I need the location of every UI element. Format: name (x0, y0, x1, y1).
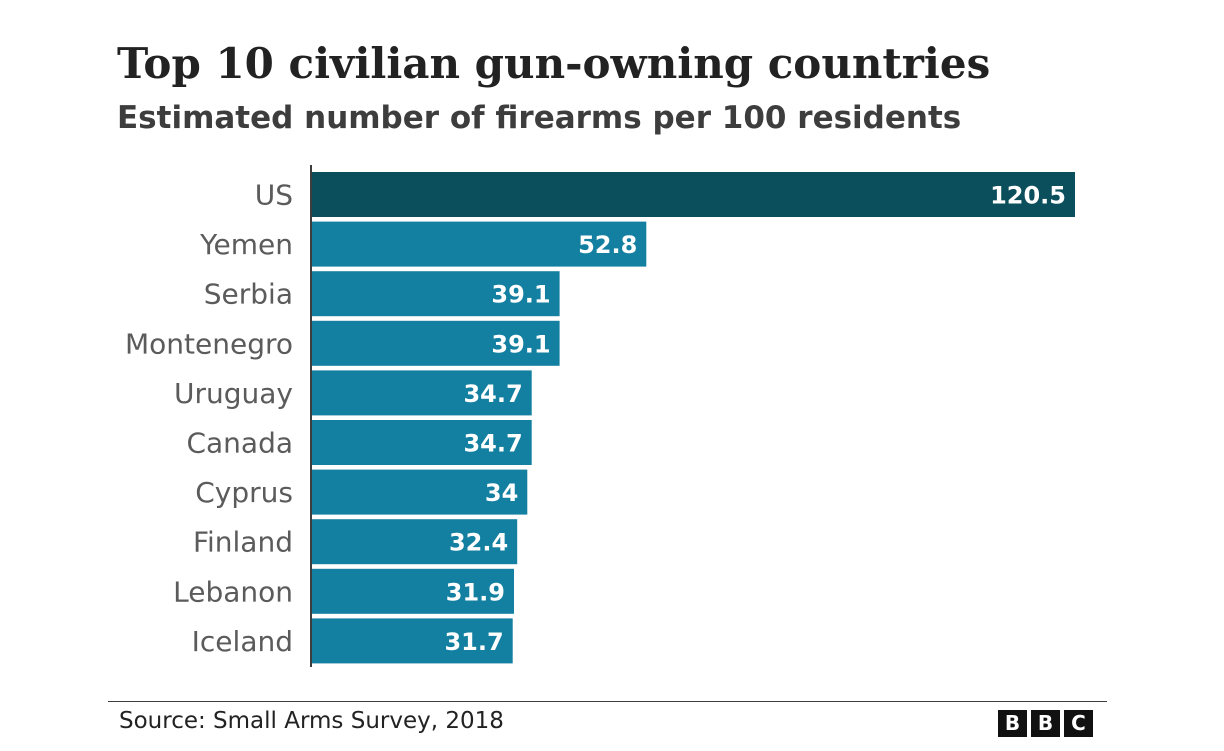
category-label-lebanon: Lebanon (173, 575, 293, 608)
category-label-uruguay: Uruguay (174, 377, 293, 410)
category-label-finland: Finland (193, 526, 293, 559)
value-label-uruguay: 34.7 (463, 380, 522, 408)
value-label-cyprus: 34 (485, 479, 518, 507)
value-label-lebanon: 31.9 (446, 578, 505, 606)
value-label-yemen: 52.8 (578, 231, 637, 259)
category-label-cyprus: Cyprus (195, 476, 293, 509)
value-label-serbia: 39.1 (491, 281, 550, 309)
bar-uruguay (312, 370, 532, 416)
chart-subtitle: Estimated number of firearms per 100 res… (117, 100, 962, 136)
category-label-montenegro: Montenegro (125, 327, 293, 360)
bar-serbia (312, 271, 560, 317)
category-label-us: US (255, 179, 293, 212)
bar-montenegro (312, 320, 560, 366)
value-label-finland: 32.4 (449, 529, 508, 557)
value-label-iceland: 31.7 (444, 628, 503, 656)
value-label-us: 120.5 (990, 182, 1066, 210)
bar-iceland (312, 618, 513, 664)
category-label-yemen: Yemen (199, 228, 293, 261)
value-label-montenegro: 39.1 (491, 330, 550, 358)
category-label-serbia: Serbia (204, 278, 293, 311)
logo-letter-3: C (1064, 710, 1093, 737)
bars-group (312, 172, 1075, 664)
logo-letter-2: B (1031, 710, 1060, 737)
category-label-canada: Canada (186, 427, 293, 460)
bar-canada (312, 420, 532, 465)
logo-letter-1: B (998, 710, 1027, 737)
category-labels-group: US Yemen Serbia Montenegro Uruguay Canada Cypr… (125, 179, 293, 658)
bbc-logo: B B C (998, 710, 1093, 737)
bar-finland (312, 519, 518, 565)
chart-title: Top 10 civilian gun-owning countries (117, 39, 991, 88)
bar-yemen (312, 221, 647, 267)
bar-cyprus (312, 469, 528, 515)
value-labels-group: 120.5 52.8 39.1 39.1 34.7 34.7 34 32.4 31.9 31.7 (444, 182, 1066, 656)
bar-us (312, 172, 1075, 217)
value-label-canada: 34.7 (463, 430, 522, 458)
source-note: Source: Small Arms Survey, 2018 (119, 708, 504, 734)
footer-divider (108, 701, 1107, 702)
category-label-iceland: Iceland (192, 625, 293, 658)
bar-lebanon (312, 568, 514, 614)
bar-chart: US Yemen Serbia Montenegro Uruguay Canada Cypr… (125, 165, 1075, 667)
